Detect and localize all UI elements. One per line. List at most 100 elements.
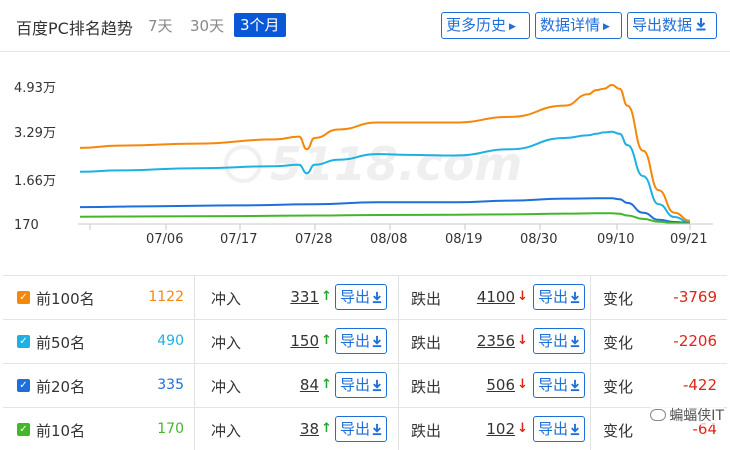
export-rush-in-button[interactable]: 导出 [335, 372, 387, 398]
table-row: ✓ 前50名 490 冲入 150 ↑ 导出 跌出 2356 ↓ 导出 变化 -… [3, 320, 727, 364]
checkbox-checked-icon[interactable]: ✓ [17, 335, 30, 348]
export-drop-out-button[interactable]: 导出 [533, 284, 585, 310]
change-value: -422 [682, 376, 717, 394]
rank-name: 前100名 [36, 290, 95, 308]
export-label: 导出 [340, 420, 371, 438]
rush-in-label: 冲入 [211, 290, 242, 308]
drop-out-cell: 跌出 2356 ↓ 导出 [399, 320, 591, 363]
rank-count: 335 [157, 377, 184, 393]
rank-cell: ✓ 前100名 1122 [3, 276, 195, 319]
drop-out-count[interactable]: 4100 [476, 288, 515, 306]
x-tick-label: 07/06 [146, 232, 184, 247]
arrow-down-icon: ↓ [517, 333, 528, 348]
x-tick-label: 08/19 [445, 232, 483, 247]
rush-in-count[interactable]: 150 [290, 332, 319, 350]
more-history-button[interactable]: 更多历史 ▶ [441, 12, 530, 39]
range-30-days-tab[interactable]: 30天 [190, 17, 225, 35]
download-icon [696, 18, 706, 31]
rush-in-cell: 冲入 150 ↑ 导出 [195, 320, 399, 363]
arrow-up-icon: ↑ [321, 333, 332, 348]
x-tick-label: 07/28 [295, 232, 333, 247]
export-label: 导出 [538, 332, 569, 350]
export-drop-out-button[interactable]: 导出 [533, 372, 585, 398]
chart-watermark: 5118.com [224, 137, 522, 191]
x-tick-label: 08/30 [520, 232, 558, 247]
range-7-days-tab[interactable]: 7天 [148, 17, 173, 35]
rush-in-count[interactable]: 84 [299, 376, 319, 394]
download-icon [372, 335, 382, 348]
checkbox-checked-icon[interactable]: ✓ [17, 423, 30, 436]
drop-out-count[interactable]: 506 [486, 376, 515, 394]
change-cell: 变化 -422 [591, 364, 727, 407]
range-3-months-tab[interactable]: 3个月 [234, 13, 286, 37]
trend-chart: 5118.com 4.93万 3.29万 1.66万 170 [0, 52, 730, 270]
arrow-up-icon: ↑ [321, 377, 332, 392]
drop-out-count[interactable]: 2356 [476, 332, 515, 350]
data-details-label: 数据详情 [540, 16, 601, 34]
change-cell: 变化 -2206 [591, 320, 727, 363]
change-label: 变化 [603, 290, 634, 308]
rank-cell: ✓ 前10名 170 [3, 408, 195, 450]
arrow-down-icon: ↓ [517, 289, 528, 304]
series-layer [79, 83, 691, 225]
change-value: -3769 [673, 288, 717, 306]
change-label: 变化 [603, 422, 634, 440]
table-row: ✓ 前10名 170 冲入 38 ↑ 导出 跌出 102 ↓ 导出 变化 -64 [3, 408, 727, 450]
rank-cell: ✓ 前20名 335 [3, 364, 195, 407]
change-value: -2206 [673, 332, 717, 350]
drop-out-label: 跌出 [411, 334, 442, 352]
rank-name: 前10名 [36, 422, 86, 440]
change-label: 变化 [603, 378, 634, 396]
series-line-4 [79, 212, 691, 225]
y-tick-label: 170 [14, 218, 39, 233]
watermark: 蝙蝠侠IT [650, 405, 724, 425]
rush-in-label: 冲入 [211, 334, 242, 352]
watermark-text: 5118.com [270, 137, 522, 191]
wechat-icon [650, 409, 667, 421]
rush-in-cell: 冲入 84 ↑ 导出 [195, 364, 399, 407]
export-label: 导出 [538, 376, 569, 394]
rush-in-count[interactable]: 38 [299, 420, 319, 438]
arrow-down-icon: ↓ [517, 421, 528, 436]
download-icon [570, 291, 580, 304]
download-icon [372, 423, 382, 436]
y-tick-label: 1.66万 [14, 174, 56, 189]
drop-out-cell: 跌出 506 ↓ 导出 [399, 364, 591, 407]
x-tick-label: 09/10 [597, 232, 635, 247]
page-title: 百度PC排名趋势 [16, 19, 133, 38]
drop-out-label: 跌出 [411, 422, 442, 440]
rank-count: 490 [157, 333, 184, 349]
change-label: 变化 [603, 334, 634, 352]
export-rush-in-button[interactable]: 导出 [335, 284, 387, 310]
drop-out-count[interactable]: 102 [486, 420, 515, 438]
export-label: 导出 [538, 288, 569, 306]
export-drop-out-button[interactable]: 导出 [533, 328, 585, 354]
arrow-down-icon: ↓ [517, 377, 528, 392]
triangle-right-icon: ▶ [509, 22, 516, 32]
series-line-1 [79, 83, 691, 222]
drop-out-cell: 跌出 4100 ↓ 导出 [399, 276, 591, 319]
y-tick-label: 4.93万 [14, 81, 56, 96]
export-rush-in-button[interactable]: 导出 [335, 328, 387, 354]
rush-in-label: 冲入 [211, 422, 242, 440]
rush-in-cell: 冲入 38 ↑ 导出 [195, 408, 399, 450]
export-rush-in-button[interactable]: 导出 [335, 416, 387, 442]
x-tick-label: 08/08 [370, 232, 408, 247]
rank-count: 170 [157, 421, 184, 437]
checkbox-checked-icon[interactable]: ✓ [17, 291, 30, 304]
rush-in-cell: 冲入 331 ↑ 导出 [195, 276, 399, 319]
data-details-button[interactable]: 数据详情 ▶ [535, 12, 622, 39]
checkbox-checked-icon[interactable]: ✓ [17, 379, 30, 392]
arrow-up-icon: ↑ [321, 289, 332, 304]
download-icon [570, 423, 580, 436]
table-row: ✓ 前20名 335 冲入 84 ↑ 导出 跌出 506 ↓ 导出 变化 -42… [3, 364, 727, 408]
export-label: 导出 [340, 332, 371, 350]
export-label: 导出 [340, 288, 371, 306]
change-cell: 变化 -3769 [591, 276, 727, 319]
rush-in-count[interactable]: 331 [290, 288, 319, 306]
drop-out-label: 跌出 [411, 378, 442, 396]
export-data-button[interactable]: 导出数据 [627, 12, 717, 39]
rank-count: 1122 [148, 289, 184, 305]
table-row: ✓ 前100名 1122 冲入 331 ↑ 导出 跌出 4100 ↓ 导出 变化… [3, 276, 727, 320]
export-drop-out-button[interactable]: 导出 [533, 416, 585, 442]
